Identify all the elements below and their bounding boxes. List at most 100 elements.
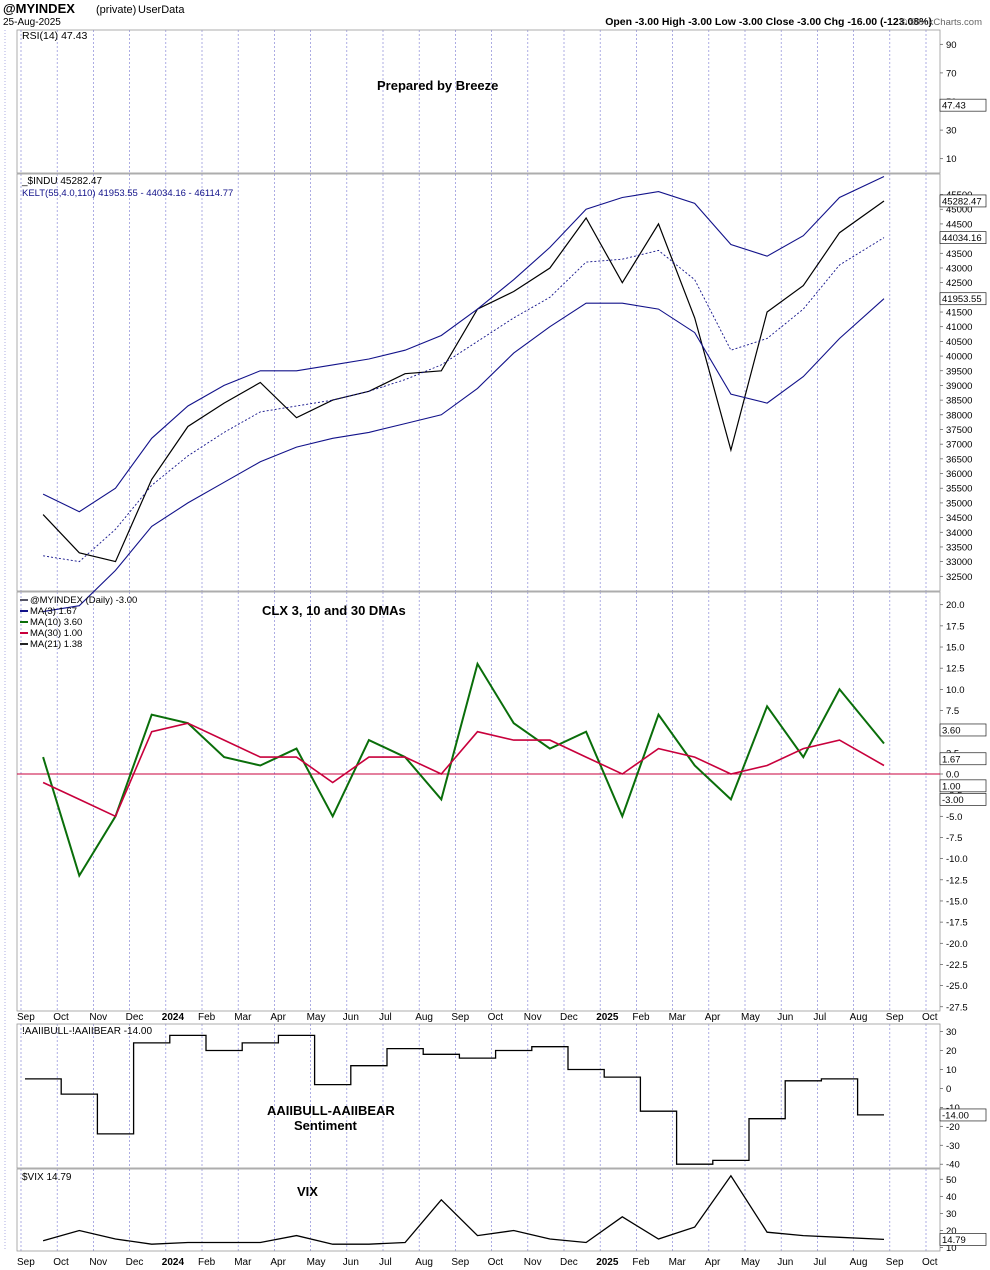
rsi-axis-tick-label: 90 <box>946 40 957 51</box>
aaii-axis-tick-label: -40 <box>946 1160 960 1171</box>
clx-axis-tick-label: -12.5 <box>946 875 968 886</box>
x-axis-label: May <box>307 1257 326 1268</box>
price-legend-keltner: KELT(55,4.0,110) 41953.55 - 44034.16 - 4… <box>22 188 233 199</box>
x-axis-label: Sep <box>17 1012 35 1023</box>
x-axis-label: Feb <box>632 1012 650 1023</box>
price-axis-tick-label: 37500 <box>946 425 972 436</box>
clx-raw-value-tag-box <box>939 793 987 806</box>
rsi-axis-tick-label: 70 <box>946 68 957 79</box>
chart-symbol: @MYINDEX <box>3 1 75 16</box>
price-axis-tick-label: 40500 <box>946 337 972 348</box>
clx-axis-tick-label: -7.5 <box>946 833 962 844</box>
clx-axis-tick-label: -25.0 <box>946 981 968 992</box>
x-axis-label: Oct <box>488 1257 504 1268</box>
clx-axis-tick-label: 15.0 <box>946 643 965 654</box>
x-axis-label: Oct <box>922 1012 938 1023</box>
price-last-value-tag-box <box>939 194 987 208</box>
chart-date: 25-Aug-2025 <box>3 17 61 28</box>
keltner-mid-value-tag-box <box>939 231 987 244</box>
keltner-middle-line <box>43 237 885 563</box>
panel-frame-aaii <box>16 1023 941 1169</box>
clx-ma10-value-tag: 3.60 <box>942 725 961 736</box>
x-axis-label: Mar <box>669 1012 687 1023</box>
price-axis-tick-label: 33000 <box>946 557 972 568</box>
clx-axis-tick-label: -27.5 <box>946 1002 968 1013</box>
price-axis-tick-label: 41000 <box>946 322 972 333</box>
vix-legend: $VIX 14.79 <box>22 1172 72 1183</box>
clx-axis-tick-label: -22.5 <box>946 960 968 971</box>
x-axis-label: Dec <box>126 1257 144 1268</box>
x-axis-label: Sep <box>451 1012 469 1023</box>
clx-ma3-value-tag: 1.67 <box>942 754 961 765</box>
aaii-axis-tick-label: 30 <box>946 1027 957 1038</box>
x-axis-label: Aug <box>415 1012 433 1023</box>
x-axis-label: Jun <box>343 1257 359 1268</box>
aaii-last-value-tag-box <box>939 1108 987 1122</box>
panel-frame-vix <box>16 1168 941 1252</box>
keltner-lower-band <box>43 298 885 613</box>
x-axis-label: Jul <box>813 1257 826 1268</box>
price-axis-tick-label: 35000 <box>946 498 972 509</box>
panel-frame-price <box>16 173 941 592</box>
clx-ma3-value-tag-box <box>939 752 987 766</box>
vix-axis-tick-label: 10 <box>946 1243 957 1254</box>
clx-ma30-value-tag-box <box>939 779 987 793</box>
price-axis-tick-label: 34000 <box>946 528 972 539</box>
clx-axis-tick-label: -10.0 <box>946 854 968 865</box>
x-axis-label: Mar <box>234 1012 252 1023</box>
clx-ma10-line <box>42 661 885 879</box>
aaii-axis-tick-label: 0 <box>946 1084 951 1095</box>
x-axis-label: May <box>741 1012 760 1023</box>
stockcharts-credit: © StockCharts.com <box>900 17 982 28</box>
panel-frame-rsi <box>16 29 941 174</box>
x-axis-label: Dec <box>126 1012 144 1023</box>
x-axis-label: May <box>307 1012 326 1023</box>
x-axis-label: Sep <box>886 1012 904 1023</box>
panel-frame-clx <box>16 591 941 1012</box>
x-axis-label: Oct <box>53 1257 69 1268</box>
annotation-vix: VIX <box>297 1184 318 1199</box>
clx-ma30-value-tag: 1.00 <box>942 781 961 792</box>
x-axis-label: Jul <box>379 1257 392 1268</box>
x-axis-label: Oct <box>922 1257 938 1268</box>
annotation-prepared-by: Prepared by Breeze <box>377 78 498 93</box>
clx-legend-item: MA(3) 1.67 <box>30 606 77 617</box>
aaii-step-line <box>25 1034 884 1165</box>
clx-axis-tick-label: 7.5 <box>946 706 959 717</box>
x-axis-label: Sep <box>17 1257 35 1268</box>
clx-ma10-value-tag-box <box>939 723 987 737</box>
aaii-legend: !AAIIBULL-!AAIIBEAR -14.00 <box>22 1026 152 1037</box>
clx-legend-item: MA(21) 1.38 <box>30 639 82 650</box>
x-axis-label: Sep <box>451 1257 469 1268</box>
price-axis-tick-label: 35500 <box>946 484 972 495</box>
clx-axis-tick-label: 10.0 <box>946 685 965 696</box>
x-axis-label: Jun <box>777 1012 793 1023</box>
vix-axis-tick-label: 40 <box>946 1192 957 1203</box>
x-axis-label: Sep <box>886 1257 904 1268</box>
annotation-aaii-line1: AAIIBULL-AAIIBEAR <box>267 1103 395 1118</box>
x-axis-label: Nov <box>89 1012 107 1023</box>
vix-last-value-tag-box <box>939 1233 987 1246</box>
x-axis-label: Feb <box>198 1257 216 1268</box>
x-axis-label: Oct <box>488 1012 504 1023</box>
keltner-lower-value-tag: 41953.55 <box>942 294 982 305</box>
price-legend-symbol: _$INDU 45282.47 <box>21 176 102 187</box>
ohlc-readout: Open -3.00 High -3.00 Low -3.00 Close -3… <box>605 16 932 28</box>
price-axis-tick-label: 39500 <box>946 366 972 377</box>
x-axis-label: Nov <box>524 1257 542 1268</box>
x-axis-label: Aug <box>850 1257 868 1268</box>
rsi-last-value-tag: 47.43 <box>942 101 966 112</box>
price-axis-tick-label: 41500 <box>946 308 972 319</box>
clx-axis-tick-label: 20.0 <box>946 600 965 611</box>
vix-last-value-tag: 14.79 <box>942 1235 966 1246</box>
x-axis-label: Jun <box>343 1012 359 1023</box>
price-axis-tick-label: 40000 <box>946 352 972 363</box>
aaii-axis-tick-label: -10 <box>946 1103 960 1114</box>
aaii-axis-tick-label: 10 <box>946 1065 957 1076</box>
x-axis-label: Apr <box>705 1012 721 1023</box>
aaii-axis-tick-label: -30 <box>946 1141 960 1152</box>
x-axis-label: Jul <box>813 1012 826 1023</box>
rsi-axis-tick-label: 30 <box>946 126 957 137</box>
x-axis-label: Dec <box>560 1257 578 1268</box>
x-axis-label: 2025 <box>596 1257 619 1268</box>
